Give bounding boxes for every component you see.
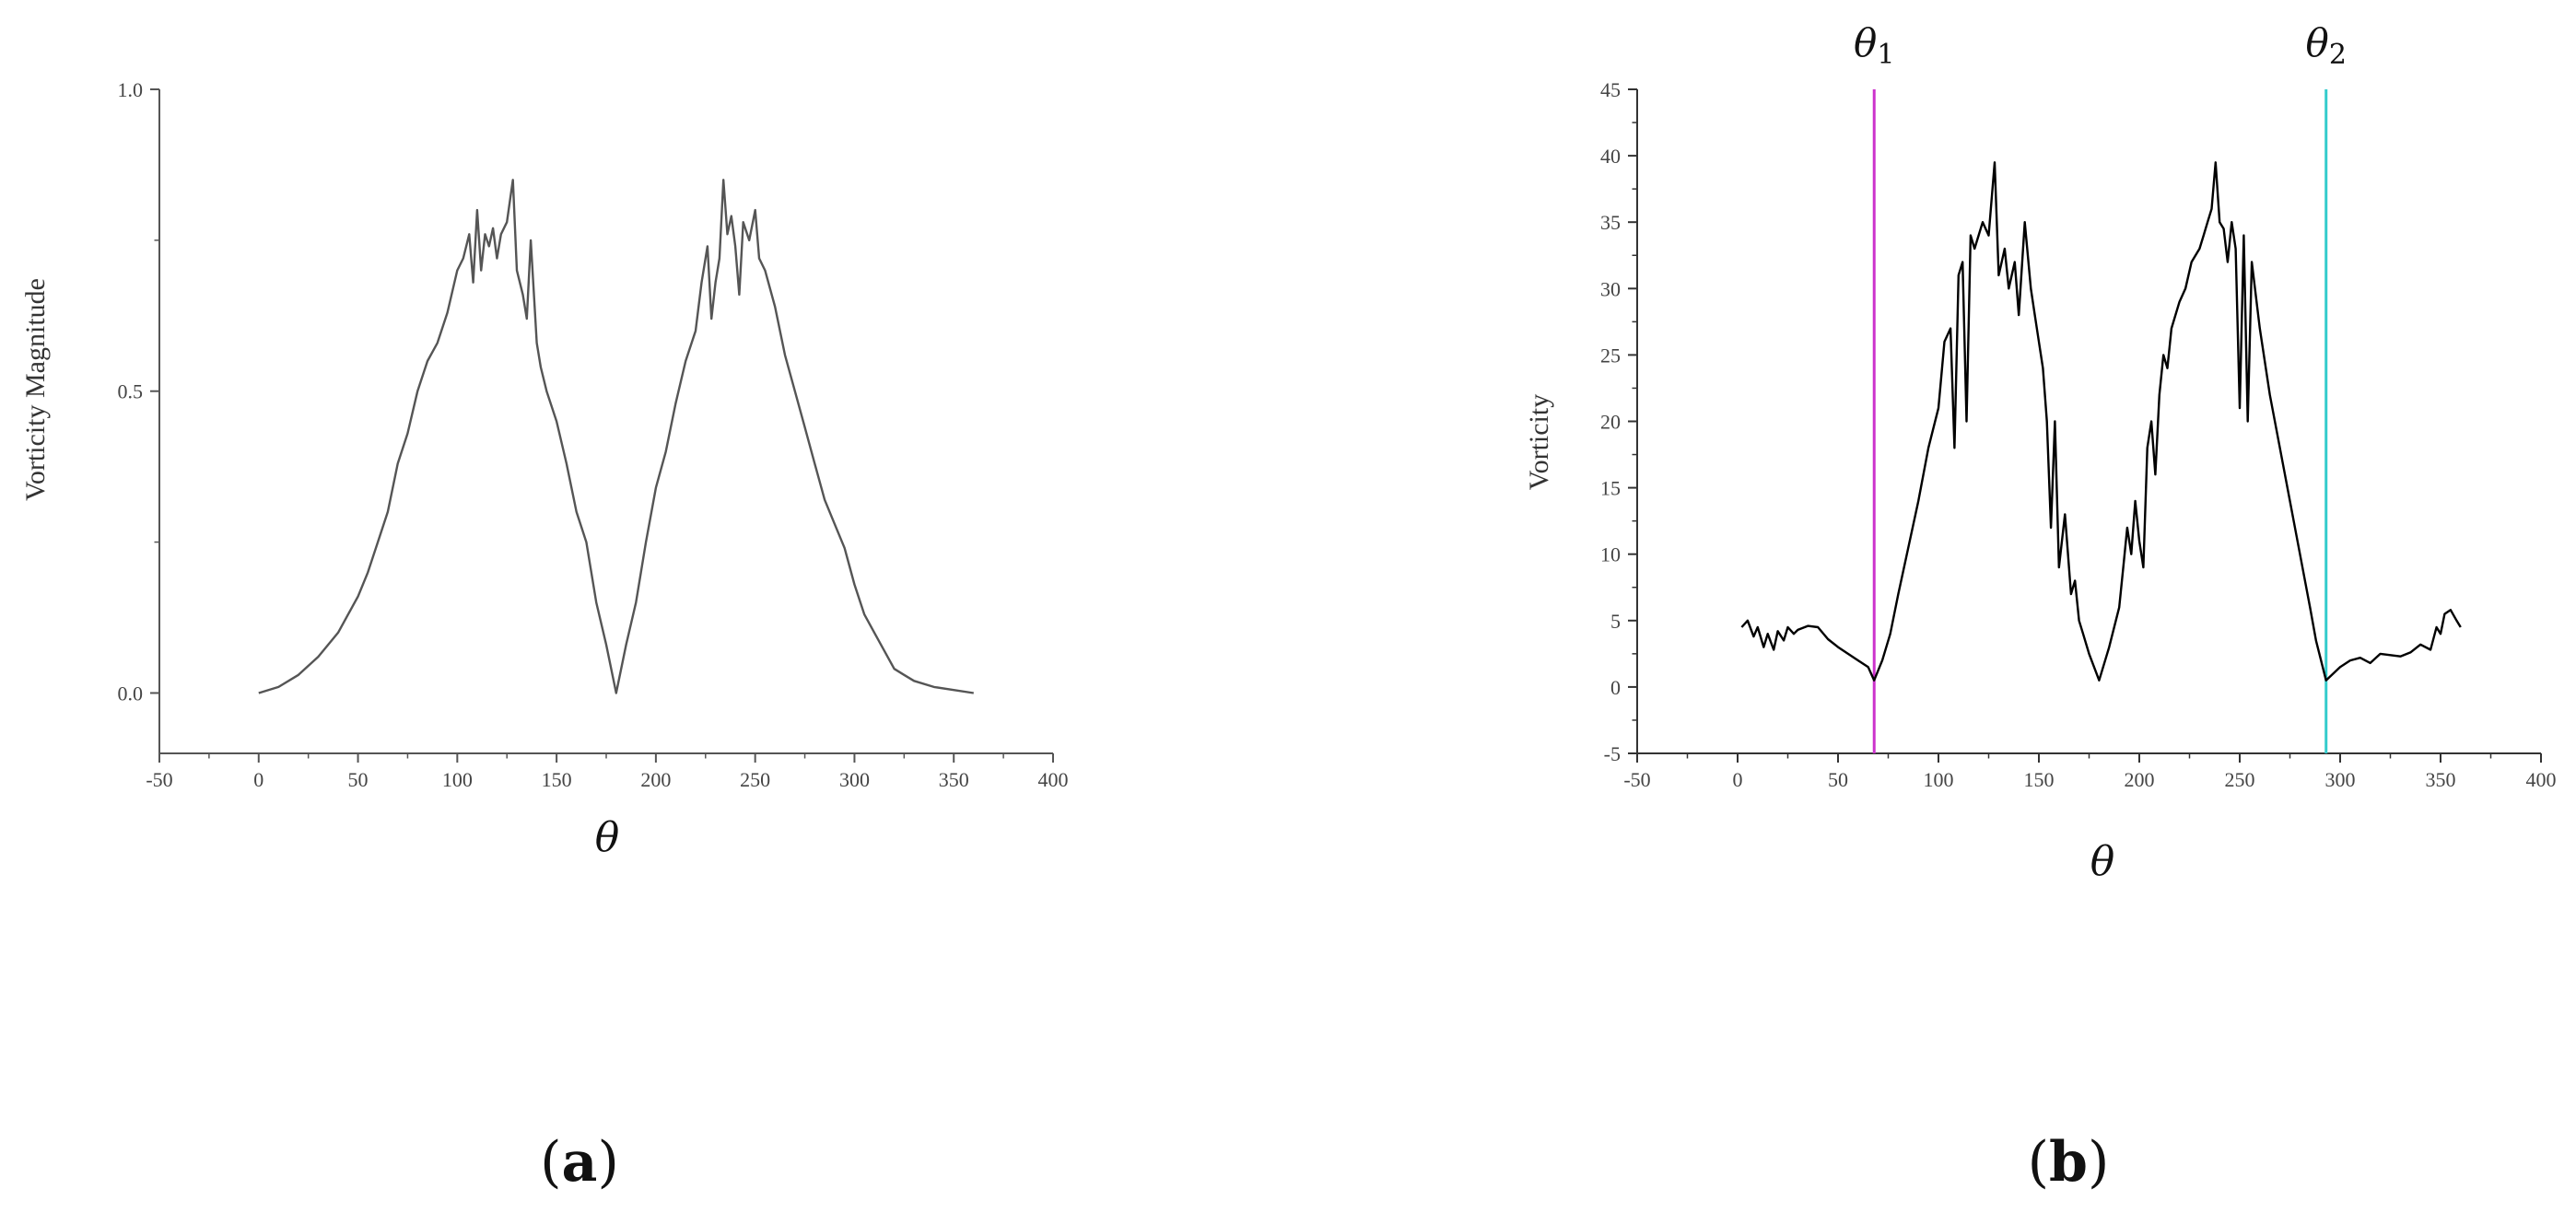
y-tick-label: 20 xyxy=(1600,411,1621,434)
chart-b-x-axis-title: θ xyxy=(2090,838,2115,885)
y-tick-label: 5 xyxy=(1610,610,1621,633)
marker-label: θ2 xyxy=(2306,20,2347,71)
series-line xyxy=(258,179,974,694)
y-tick-label: 35 xyxy=(1600,211,1621,234)
chart-a-axes xyxy=(158,89,1053,754)
chart-b-y-ticks: -5 0 5 10 15 20 25 30 35 40 45 xyxy=(1600,78,1637,765)
y-tick-label: 0.0 xyxy=(118,682,144,705)
y-tick-label: 25 xyxy=(1600,344,1621,367)
series-line xyxy=(1740,161,2462,682)
x-tick-label: 400 xyxy=(1038,768,1069,791)
x-tick-label: 100 xyxy=(1924,768,1954,791)
x-tick-label: 150 xyxy=(2024,768,2055,791)
chart-a-y-ticks: 0.0 0.5 1.0 xyxy=(118,78,159,705)
x-tick-label: 250 xyxy=(740,768,770,791)
x-tick-label: 400 xyxy=(2526,768,2557,791)
y-tick-label: 10 xyxy=(1600,543,1621,566)
chart-a-series xyxy=(258,179,974,694)
chart-vorticity: -50 0 50 100 150 200 250 300 350 400 -50510152025… xyxy=(1524,20,2557,885)
x-tick-label: 0 xyxy=(253,768,263,791)
x-tick-label: -50 xyxy=(146,768,172,791)
x-tick-label: 200 xyxy=(640,768,671,791)
panel-label-b: (b) xyxy=(2028,1130,2110,1195)
y-tick-label: 15 xyxy=(1600,477,1621,500)
y-tick-label: 30 xyxy=(1600,277,1621,300)
chart-a-x-ticks: -50 0 50 100 150 200 250 300 350 400 xyxy=(146,753,1069,791)
chart-b-x-ticks: -50 0 50 100 150 200 250 300 350 400 xyxy=(1623,753,2557,791)
panel-label-a: (a) xyxy=(540,1130,619,1195)
chart-b-y-axis-title: Vorticity xyxy=(1524,394,1554,490)
x-tick-label: 0 xyxy=(1733,768,1743,791)
x-tick-label: 50 xyxy=(1828,768,1848,791)
chart-a-y-axis-title: Vorticity Magnitude xyxy=(20,278,51,501)
chart-vorticity-magnitude: -50 0 50 100 150 200 250 300 350 400 0.00.51.0 θ … xyxy=(20,78,1069,861)
x-tick-label: 150 xyxy=(542,768,572,791)
y-tick-label: 0 xyxy=(1610,676,1621,699)
chart-b-series xyxy=(1740,161,2462,682)
x-tick-label: 300 xyxy=(2325,768,2356,791)
x-tick-label: 250 xyxy=(2225,768,2255,791)
y-tick-label: 1.0 xyxy=(118,78,144,101)
x-tick-label: 50 xyxy=(348,768,369,791)
x-tick-label: 300 xyxy=(839,768,870,791)
y-tick-label: -5 xyxy=(1604,742,1621,765)
chart-a-x-axis-title: θ xyxy=(595,814,620,861)
marker-label: θ1 xyxy=(1854,20,1894,71)
y-tick-label: 0.5 xyxy=(118,380,144,403)
x-tick-label: 200 xyxy=(2125,768,2155,791)
x-tick-label: -50 xyxy=(1623,768,1650,791)
y-tick-label: 40 xyxy=(1600,145,1621,168)
y-tick-label: 45 xyxy=(1600,78,1621,101)
x-tick-label: 350 xyxy=(939,768,969,791)
x-tick-label: 100 xyxy=(442,768,473,791)
x-tick-label: 350 xyxy=(2426,768,2456,791)
chart-b-markers: θ1 θ2 xyxy=(1854,20,2347,753)
